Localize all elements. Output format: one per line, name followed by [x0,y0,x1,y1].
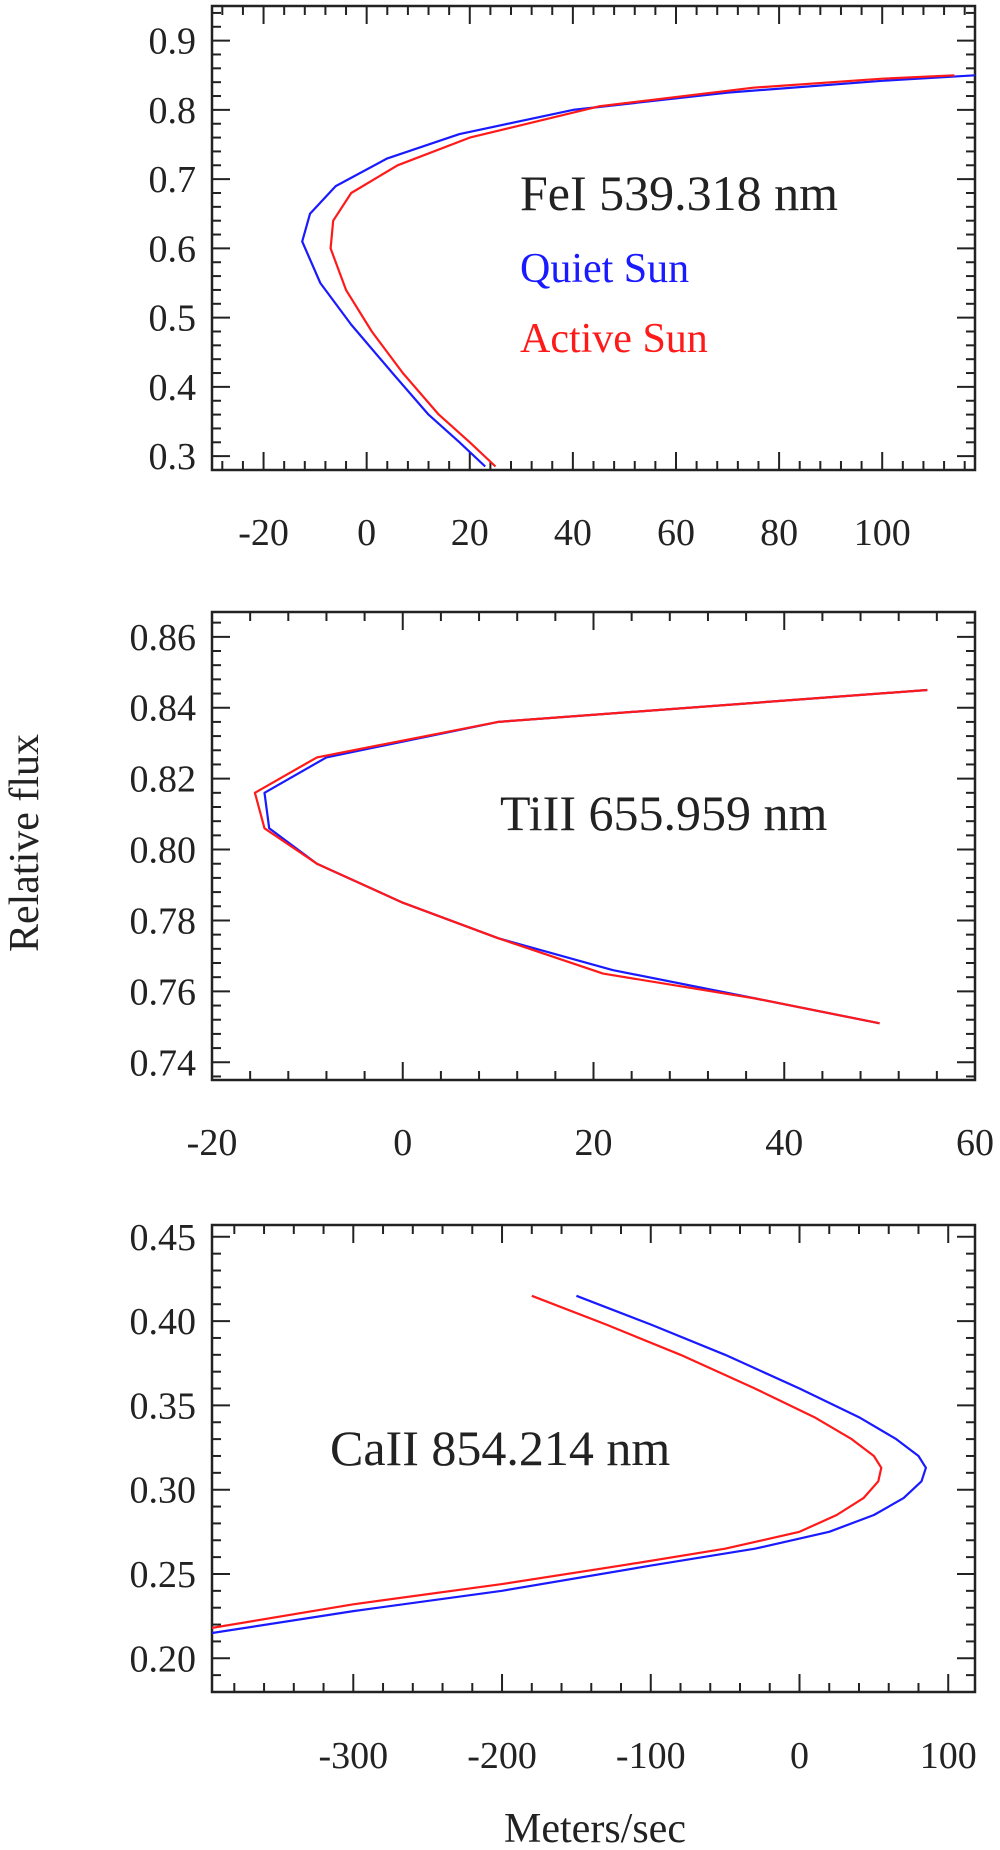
y-tick-label: 0.5 [149,298,197,340]
x-tick-label: -300 [318,1735,388,1777]
y-tick-label: 0.3 [149,436,197,478]
y-tick-label: 0.9 [149,21,197,63]
x-tick-label: 40 [765,1122,803,1164]
x-tick-label: 20 [575,1122,613,1164]
legend-entry-quiet-sun: Quiet Sun [520,246,689,292]
y-tick-label: 0.78 [130,900,197,942]
chart-panel-3: -300 -200 -100 0 100 0.20 0.25 0.30 0.35 0.40 0.45… [130,1217,977,1777]
x-tick-label: 0 [790,1735,809,1777]
y-tick-label: 0.7 [149,159,197,201]
series-line-quiet-sun [301,74,975,468]
line-annotation: TiII 655.959 nm [500,785,827,841]
series-line-active-sun [329,74,955,468]
x-tick-label: -200 [467,1735,537,1777]
x-tick-label: 0 [357,512,376,554]
y-tick-label: 0.35 [130,1385,197,1427]
x-tick-label: 0 [393,1122,412,1164]
x-tick-label: 60 [657,512,695,554]
y-tick-label: 0.40 [130,1301,197,1343]
y-tick-label: 0.30 [130,1470,197,1512]
y-axis-title: Relative flux [2,734,48,952]
y-tick-label: 0.76 [130,971,197,1013]
y-tick-label: 0.80 [130,830,197,872]
chart-panel-2: -20 0 20 40 60 0.74 0.76 0.78 0.80 0.82 0.84 0.86 Ti… [130,610,994,1164]
series-line-quiet-sun [212,1294,928,1635]
x-tick-label: 80 [760,512,798,554]
x-tick-label: -100 [616,1735,686,1777]
x-tick-label: -20 [187,1122,238,1164]
plot-frame [210,4,977,472]
series-line-active-sun [212,1294,883,1629]
x-tick-label: 60 [956,1122,994,1164]
y-tick-label: 0.45 [130,1217,197,1259]
y-tick-label: 0.25 [130,1554,197,1596]
y-tick-label: 0.20 [130,1638,197,1680]
y-tick-label: 0.74 [130,1042,197,1084]
x-tick-label: 20 [451,512,489,554]
y-tick-label: 0.6 [149,228,197,270]
series-line-active-sun [253,688,928,1025]
x-tick-label: 40 [554,512,592,554]
y-tick-label: 0.82 [130,759,197,801]
x-tick-label: -20 [238,512,289,554]
x-tick-label: 100 [920,1735,977,1777]
line-annotation: FeI 539.318 nm [520,165,838,221]
y-tick-label: 0.86 [130,617,197,659]
y-tick-label: 0.4 [149,367,197,409]
x-tick-label: 100 [854,512,911,554]
chart-panel-1: -20 0 20 40 60 80 100 0.3 0.4 0.5 0.6 0.7 0.8 0.9 FeI … [149,4,977,554]
line-annotation: CaII 854.214 nm [330,1420,670,1476]
chart-panels: -20 0 20 40 60 80 1000.30.40.50.60.70.80.9FeI … [130,4,994,1777]
plot-frame [210,610,977,1082]
y-tick-label: 0.8 [149,90,197,132]
series-line-quiet-sun [263,688,928,1025]
x-axis-title: Meters/sec [504,1806,686,1850]
plot-frame [210,1223,977,1694]
legend-entry-active-sun: Active Sun [520,316,708,362]
y-tick-label: 0.84 [130,688,197,730]
